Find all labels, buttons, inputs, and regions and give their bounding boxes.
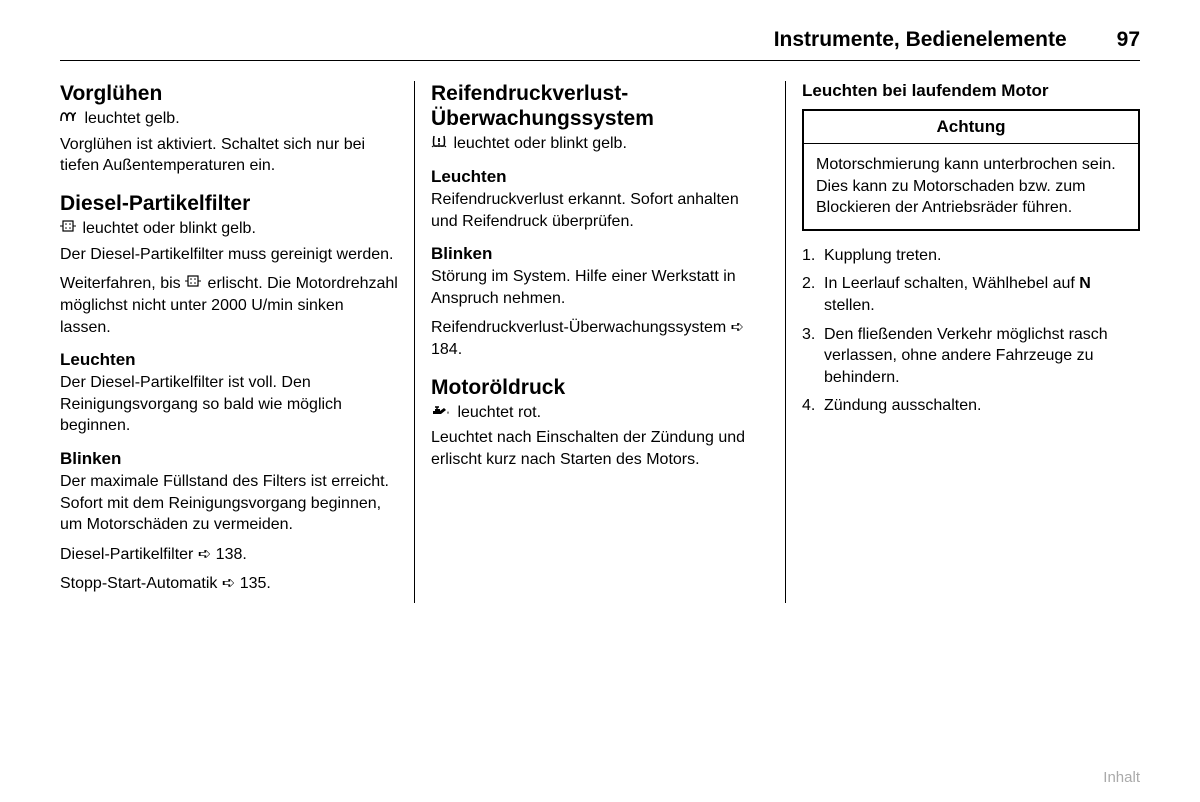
ref-stopstart: Stopp-Start-Automatik ➪ 135. bbox=[60, 573, 398, 595]
reference-arrow-icon: ➪ bbox=[222, 575, 235, 592]
dpf-max-text: Der maximale Füllstand des Filters ist e… bbox=[60, 471, 398, 536]
heading-tpms: Reifendruckverlust-Überwachungssystem bbox=[431, 81, 769, 131]
tpms-blinken-text: Störung im System. Hilfe einer Werkstatt… bbox=[431, 266, 769, 309]
oil-can-icon bbox=[431, 402, 451, 424]
heading-vorgluehen: Vorglühen bbox=[60, 81, 398, 106]
subheading-blinken-1: Blinken bbox=[60, 449, 398, 469]
subheading-blinken-2: Blinken bbox=[431, 244, 769, 264]
warning-body: Motorschmierung kann unterbrochen sein. … bbox=[804, 144, 1138, 229]
dpf-filter-icon bbox=[60, 218, 76, 240]
preheat-text: leuchtet gelb. bbox=[84, 110, 179, 127]
dpf-indicator-line: leuchtet oder blinkt gelb. bbox=[60, 218, 398, 240]
preheat-indicator-line: leuchtet gelb. bbox=[60, 108, 398, 130]
column-1: Vorglühen leuchtet gelb. Vorglühen ist a… bbox=[60, 81, 415, 603]
procedure-list: Kupplung treten. In Leerlauf schalten, W… bbox=[802, 245, 1140, 417]
oil-text: leuchtet rot. bbox=[457, 404, 541, 421]
dpf-p1: Der Diesel-Partikelfilter muss gereinigt… bbox=[60, 244, 398, 266]
column-3: Leuchten bei laufendem Motor Achtung Mot… bbox=[786, 81, 1140, 603]
footer-link[interactable]: Inhalt bbox=[1103, 769, 1140, 786]
dpf-p2: Weiterfahren, bis erlischt. Die Motordre… bbox=[60, 273, 398, 338]
dpf-text: leuchtet oder blinkt gelb. bbox=[82, 220, 255, 237]
header-title: Instrumente, Bedienelemente bbox=[774, 28, 1067, 52]
dpf-full-text: Der Diesel-Partikelfilter ist voll. Den … bbox=[60, 372, 398, 437]
tpms-text: leuchtet oder blinkt gelb. bbox=[453, 135, 626, 152]
heading-oilpressure: Motoröldruck bbox=[431, 375, 769, 400]
ref-dpf: Diesel-Partikelfilter ➪ 138. bbox=[60, 544, 398, 566]
page-number: 97 bbox=[1117, 28, 1140, 52]
reference-arrow-icon: ➪ bbox=[731, 319, 744, 336]
list-item: In Leerlauf schalten, Wählhebel auf N st… bbox=[802, 273, 1140, 316]
heading-dpf: Diesel-Partikelfilter bbox=[60, 191, 398, 216]
tpms-leuchten-text: Reifendruckverlust erkannt. Sofort anhal… bbox=[431, 189, 769, 232]
warning-title: Achtung bbox=[804, 111, 1138, 144]
column-2: Reifendruckverlust-Überwachungssystem le… bbox=[415, 81, 786, 603]
page-header: Instrumente, Bedienelemente 97 bbox=[60, 28, 1140, 61]
subheading-running-engine: Leuchten bei laufendem Motor bbox=[802, 81, 1140, 101]
content-columns: Vorglühen leuchtet gelb. Vorglühen ist a… bbox=[60, 81, 1140, 603]
tpms-indicator-line: leuchtet oder blinkt gelb. bbox=[431, 133, 769, 155]
ref-tpms: Reifendruckverlust-Überwachungssystem ➪ … bbox=[431, 317, 769, 360]
preheat-coil-icon bbox=[60, 108, 78, 130]
list-item: Kupplung treten. bbox=[802, 245, 1140, 267]
dpf-filter-icon-inline bbox=[185, 273, 201, 295]
subheading-leuchten-1: Leuchten bbox=[60, 350, 398, 370]
tire-pressure-icon bbox=[431, 133, 447, 155]
preheat-description: Vorglühen ist aktiviert. Schaltet sich n… bbox=[60, 134, 398, 177]
oil-description: Leuchtet nach Einschalten der Zündung un… bbox=[431, 427, 769, 470]
warning-box: Achtung Motorschmierung kann unterbroche… bbox=[802, 109, 1140, 231]
reference-arrow-icon: ➪ bbox=[198, 546, 211, 563]
oil-indicator-line: leuchtet rot. bbox=[431, 402, 769, 424]
subheading-leuchten-2: Leuchten bbox=[431, 167, 769, 187]
list-item: Den fließenden Verkehr möglichst rasch v… bbox=[802, 324, 1140, 389]
list-item: Zündung ausschalten. bbox=[802, 395, 1140, 417]
